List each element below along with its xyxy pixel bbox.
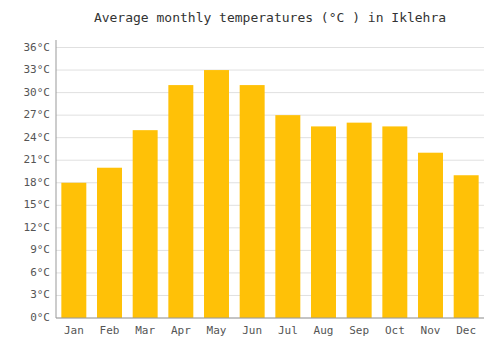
grid-line: [56, 115, 484, 116]
y-tick-label: 18°C: [24, 176, 51, 189]
x-axis-line: [56, 318, 484, 319]
x-tick-label: Dec: [456, 324, 476, 337]
y-tick-label: 36°C: [24, 41, 51, 54]
y-tick-labels: 0°C 3°C 6°C 9°C 12°C 15°C 18°C 21°C 24°C 27°C 30°C…: [24, 41, 51, 324]
chart: 0°C 3°C 6°C 9°C 12°C 15°C 18°C 21°C 24°C 27°C 30°C…: [0, 0, 500, 350]
title: Average monthly temperatures (°C ) in Ik…: [94, 10, 446, 25]
x-tick-label: Feb: [100, 324, 120, 337]
y-axis-line: [56, 40, 57, 318]
x-tick-label: Jun: [242, 324, 262, 337]
y-tick-label: 3°C: [30, 288, 50, 301]
y-tick-label: 21°C: [24, 153, 51, 166]
grid-line: [56, 47, 484, 48]
bar: [61, 183, 86, 318]
bars: [61, 70, 478, 318]
x-tick-label: May: [207, 324, 227, 337]
y-tick-label: 30°C: [24, 86, 51, 99]
grid-line: [56, 70, 484, 71]
bar: [347, 123, 372, 318]
bar: [382, 126, 407, 318]
y-tick-label: 33°C: [24, 63, 51, 76]
x-tick-label: Oct: [385, 324, 405, 337]
x-tick-label: Nov: [421, 324, 441, 337]
bar: [168, 85, 193, 318]
x-tick-label: Sep: [349, 324, 369, 337]
y-tick-label: 24°C: [24, 131, 51, 144]
y-tick-label: 9°C: [30, 243, 50, 256]
y-tick-label: 15°C: [24, 198, 51, 211]
y-tick-label: 12°C: [24, 221, 51, 234]
x-tick-labels: Jan Feb Mar Apr May Jun Jul Aug Sep Oct Nov Dec: [64, 324, 476, 337]
x-tick-label: Mar: [135, 324, 155, 337]
grid-line: [56, 137, 484, 138]
grid-line: [56, 318, 484, 319]
x-tick-label: Jul: [278, 324, 298, 337]
grid: [56, 48, 484, 318]
bar: [454, 175, 479, 318]
bar: [275, 115, 300, 318]
y-tick-label: 27°C: [24, 108, 51, 121]
bar: [97, 168, 122, 318]
bar: [311, 126, 336, 318]
bar: [204, 70, 229, 318]
grid-line: [56, 92, 484, 93]
x-tick-label: Aug: [314, 324, 334, 337]
bar: [133, 130, 158, 318]
y-tick-label: 0°C: [30, 311, 50, 324]
y-tick-label: 6°C: [30, 266, 50, 279]
bar: [240, 85, 265, 318]
x-tick-label: Jan: [64, 324, 84, 337]
x-tick-label: Apr: [171, 324, 191, 337]
bar: [418, 153, 443, 318]
